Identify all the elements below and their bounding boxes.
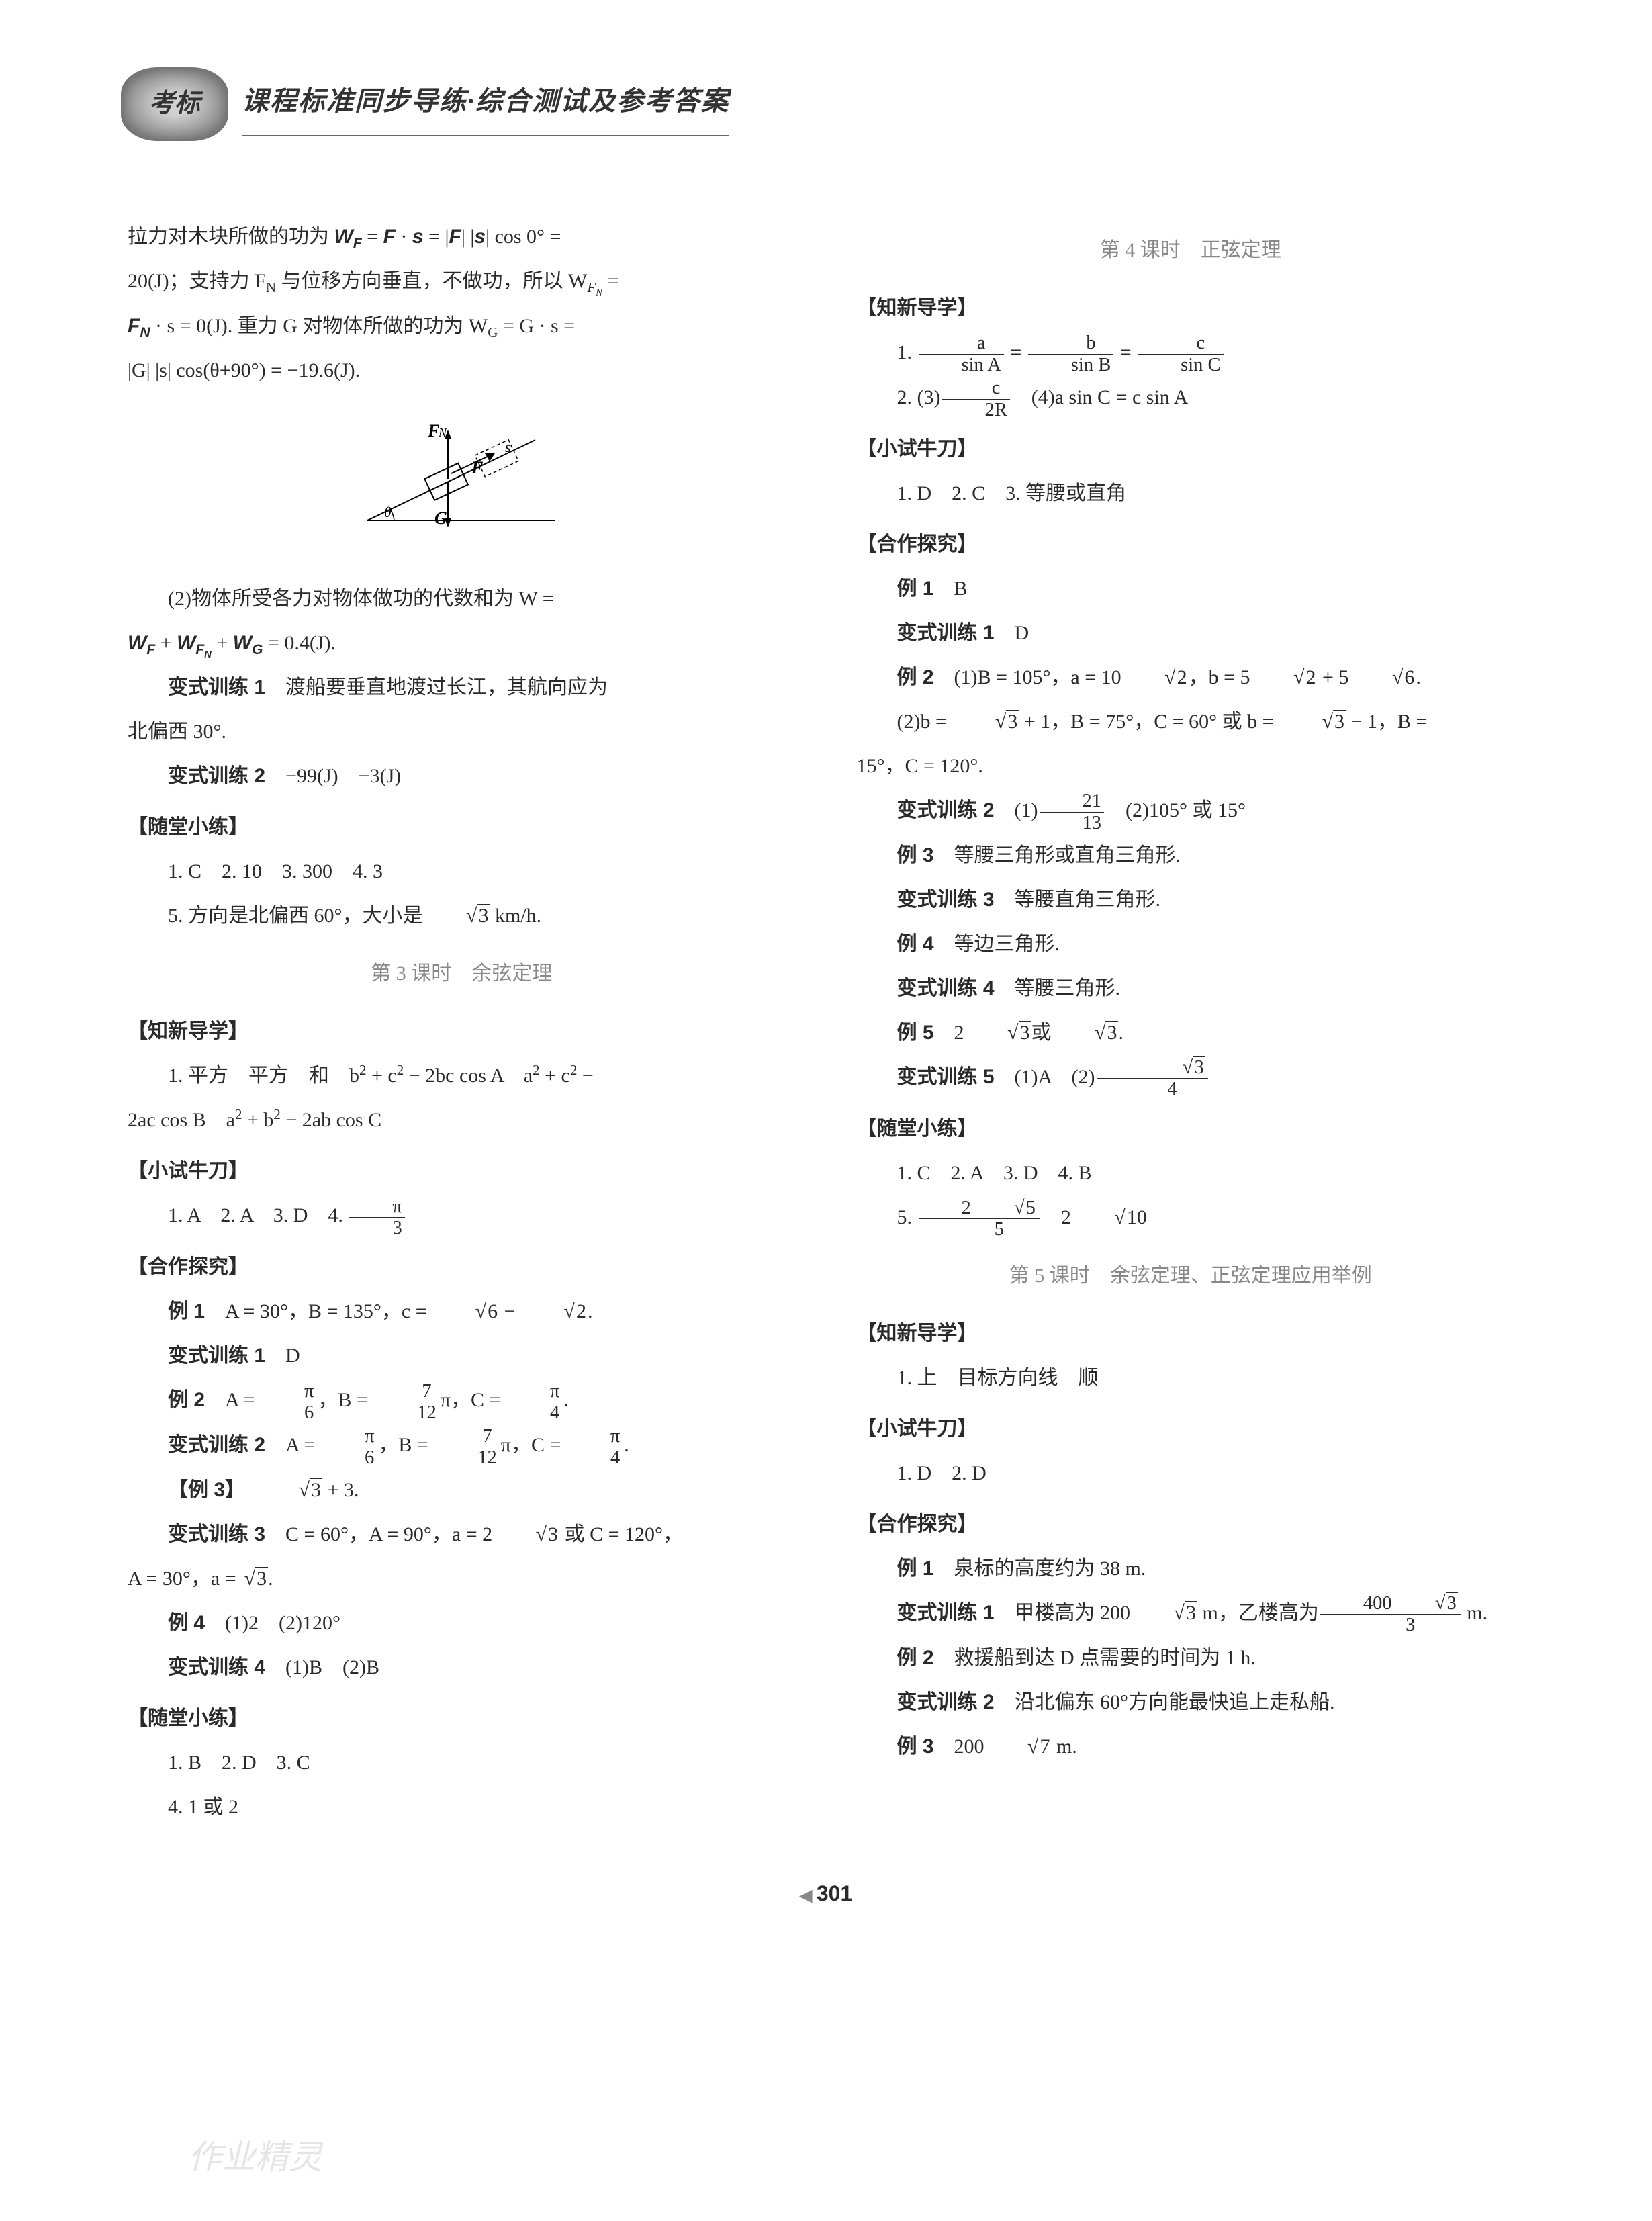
logo-badge [121,67,228,141]
text-line: 北偏西 30°. [128,710,796,754]
text-line: 变式训练 4 等腰三角形. [857,966,1525,1011]
text-line: 变式训练 3 C = 60°，A = 90°，a = 23 或 C = 120°… [128,1512,796,1557]
text-line: 例 3 2007 m. [857,1725,1525,1769]
section-label: 【合作探究】 [857,1502,1525,1547]
text-line: 例 5 23或3. [857,1011,1525,1055]
text-line: 变式训练 2 −99(J) −3(J) [128,754,796,799]
text-line: 1. 平方 平方 和 b2 + c2 − 2bc cos A a2 + c2 − [128,1054,796,1098]
text-line: 变式训练 2 (1)2113 (2)105° 或 15° [857,788,1525,833]
content-columns: 拉力对木块所做的功为 WF = F · s = |F| |s| cos 0° =… [121,215,1531,1829]
text-line: 5. 方向是北偏西 60°，大小是3 km/h. [128,894,796,938]
text-line: |G| |s| cos(θ+90°) = −19.6(J). [128,349,796,393]
text-line: 例 2 (1)B = 105°，a = 102，b = 52 + 56. [857,655,1525,700]
text-line: 例 1 泉标的高度约为 38 m. [857,1547,1525,1591]
right-column: 第 4 课时 正弦定理 【知新导学】 1. asin A = bsin B = … [850,215,1532,1829]
svg-text:s: s [505,439,511,455]
text-line: 2ac cos B a2 + b2 − 2ab cos C [128,1098,796,1142]
text-line: 1. asin A = bsin B = csin C [857,330,1525,375]
section-label: 【随堂小练】 [128,1696,796,1741]
text-line: 例 2 A = π6，B = 712π，C = π4. [128,1378,796,1423]
text-line: 1. D 2. D [857,1451,1525,1496]
text-line: 1. 上 目标方向线 顺 [857,1356,1525,1400]
incline-diagram: F N F G s θ [128,406,796,557]
text-line: 例 4 等边三角形. [857,922,1525,966]
text-line: 【例 3】 3 + 3. [128,1468,796,1512]
text-line: 1. C 2. A 3. D 4. B [857,1151,1525,1195]
text-line: 1. D 2. C 3. 等腰或直角 [857,471,1525,516]
text-line: 变式训练 1 D [128,1334,796,1378]
text-line: 4. 1 或 2 [128,1785,796,1829]
text-line: FN · s = 0(J). 重力 G 对物体所做的功为 WG = G · s … [128,304,796,349]
text-line: (2)物体所受各力对物体做功的代数和为 W = [128,577,796,621]
text-line: 变式训练 1 D [857,611,1525,655]
text-line: 1. A 2. A 3. D 4. π3 [128,1193,796,1238]
section-label: 【小试牛刀】 [857,1407,1525,1451]
section-label: 【合作探究】 [128,1245,796,1289]
text-line: 变式训练 4 (1)B (2)B [128,1645,796,1690]
section-label: 【知新导学】 [128,1009,796,1054]
text-line: A = 30°，a = 3. [128,1557,796,1601]
text-line: 变式训练 3 等腰直角三角形. [857,878,1525,922]
text-line: 拉力对木块所做的功为 WF = F · s = |F| |s| cos 0° = [128,215,796,259]
text-line: 例 1 A = 30°，B = 135°，c = 6 − 2. [128,1289,796,1334]
lesson-title: 第 5 课时 余弦定理、正弦定理应用举例 [857,1254,1525,1298]
text-line: 5. 255 210 [857,1195,1525,1240]
text-line: 1. C 2. 10 3. 300 4. 3 [128,850,796,894]
text-line: 2. (3)c2R (4)a sin C = c sin A [857,375,1525,420]
svg-text:N: N [438,426,447,439]
text-line: 1. B 2. D 3. C [128,1741,796,1785]
section-label: 【小试牛刀】 [857,427,1525,471]
text-line: 变式训练 1 甲楼高为 2003 m，乙楼高为40033 m. [857,1591,1525,1636]
text-line: 变式训练 5 (1)A (2)34 [857,1055,1525,1100]
svg-text:G: G [434,508,447,528]
text-line: 例 3 等腰三角形或直角三角形. [857,833,1525,878]
header-title: 课程标准同步导练·综合测试及参考答案 [242,72,729,136]
text-line: 变式训练 2 沿北偏东 60°方向能最快追上走私船. [857,1680,1525,1725]
text-line: 15°，C = 120°. [857,744,1525,788]
label: 变式训练 2 [168,765,265,787]
text-line: (2)b = 3 + 1，B = 75°，C = 60° 或 b = 3 − 1… [857,700,1525,744]
text-line: 变式训练 2 A = π6，B = 712π，C = π4. [128,1423,796,1468]
text-line: WF + WFN + WG = 0.4(J). [128,621,796,666]
section-label: 【知新导学】 [857,286,1525,330]
text-line: 例 4 (1)2 (2)120° [128,1601,796,1645]
text-line: 20(J)；支持力 FN 与位移方向垂直，不做功，所以 WFN = [128,259,796,304]
section-label: 【合作探究】 [857,523,1525,567]
page-header: 课程标准同步导练·综合测试及参考答案 [121,67,1531,188]
section-label: 【知新导学】 [857,1312,1525,1356]
svg-text:F: F [427,421,439,441]
text-line: 例 1 B [857,567,1525,611]
svg-text:F: F [471,458,483,478]
text-line: 例 2 救援船到达 D 点需要的时间为 1 h. [857,1636,1525,1680]
lesson-title: 第 4 课时 正弦定理 [857,228,1525,273]
label: 变式训练 1 [168,676,265,698]
text: 拉力对木块所做的功为 [128,226,334,248]
text-line: 变式训练 1 渡船要垂直地渡过长江，其航向应为 [128,666,796,710]
text: 20(J)；支持力 F [128,270,266,292]
page-number: 301 [121,1870,1531,1917]
logo-block: 课程标准同步导练·综合测试及参考答案 [121,67,729,141]
left-column: 拉力对木块所做的功为 WF = F · s = |F| |s| cos 0° =… [121,215,823,1829]
watermark: 作业精灵 [188,2120,322,2194]
var: WF [334,226,362,248]
diagram-svg: F N F G s θ [347,406,576,541]
lesson-title: 第 3 课时 余弦定理 [128,952,796,996]
svg-text:θ: θ [384,504,392,520]
section-label: 【随堂小练】 [857,1107,1525,1151]
section-label: 【随堂小练】 [128,805,796,850]
section-label: 【小试牛刀】 [128,1149,796,1193]
